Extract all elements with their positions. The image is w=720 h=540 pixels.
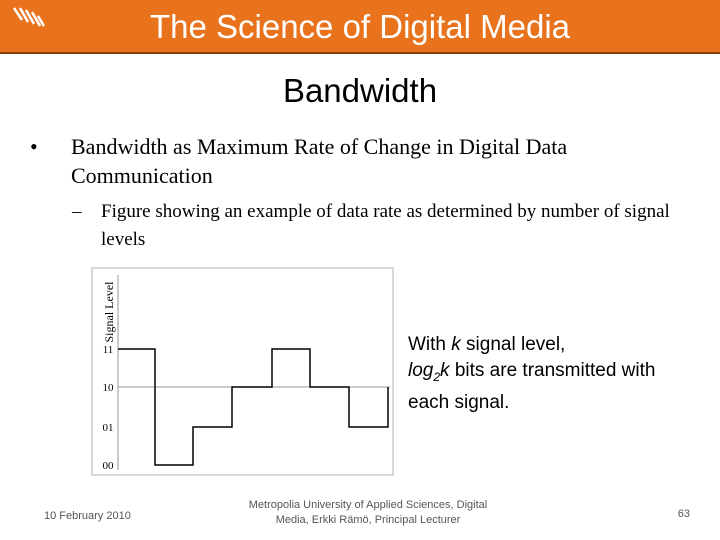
level-label: 10 xyxy=(103,382,115,394)
figure-frame xyxy=(91,267,394,476)
callout-text: k xyxy=(440,360,450,381)
header-title: The Science of Digital Media xyxy=(149,8,571,45)
header-bar: The Science of Digital Media xyxy=(0,0,720,54)
sub-bullet-text: Figure showing an example of data rate a… xyxy=(101,201,670,250)
callout-text: bits are transmitted with each signal. xyxy=(408,360,656,413)
y-axis-label: Signal Level xyxy=(102,281,116,343)
level-label: 01 xyxy=(103,422,114,434)
callout-text: With xyxy=(408,334,452,355)
bullet-text: Bandwidth as Maximum Rate of Change in D… xyxy=(71,134,568,188)
callout-subscript: 2 xyxy=(433,369,441,384)
footer-date: 10 February 2010 xyxy=(44,510,131,522)
footer-org: Metropolia University of Applied Science… xyxy=(248,499,488,526)
level-label: 00 xyxy=(103,460,115,472)
callout-text: log xyxy=(408,360,434,381)
callout-text: signal level, xyxy=(460,334,566,355)
sub-bullet: – Figure showing an example of data rate … xyxy=(72,198,692,254)
level-label: 11 xyxy=(103,344,114,356)
slide-title: Bandwidth xyxy=(282,72,438,109)
logo xyxy=(12,7,46,27)
callout: With k signal level, log2k bits are tran… xyxy=(408,332,668,416)
bullet: • Bandwidth as Maximum Rate of Change in … xyxy=(30,132,690,190)
page-number: 63 xyxy=(677,508,690,520)
callout-text: k xyxy=(451,334,461,355)
signal-waveform xyxy=(118,348,389,466)
